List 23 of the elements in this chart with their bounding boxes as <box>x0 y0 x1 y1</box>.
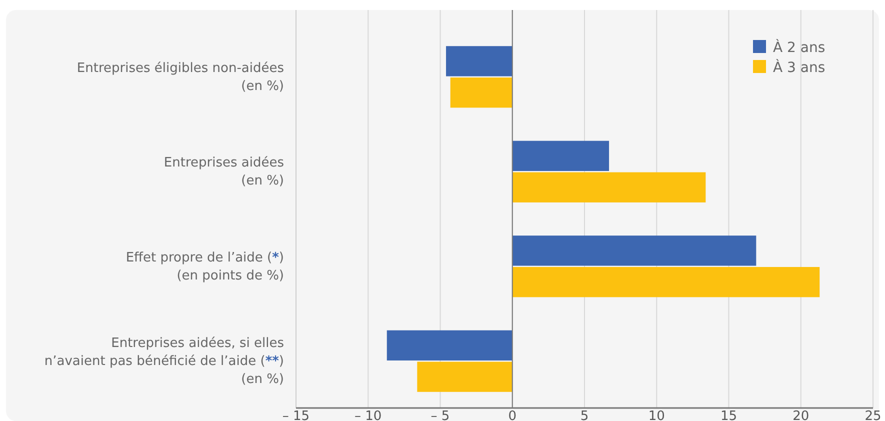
x-tick-label: 10 <box>648 409 665 421</box>
bar <box>512 172 706 202</box>
y-tick-label: Entreprises éligibles non-aidées (en %) <box>76 60 284 94</box>
bar <box>512 236 756 266</box>
legend-label: À 3 ans <box>773 59 826 76</box>
x-tick-label: – 5 <box>430 409 450 421</box>
x-tick-label: 15 <box>720 409 738 421</box>
x-tick-label: 0 <box>508 409 517 421</box>
bar <box>512 266 820 298</box>
bar <box>386 330 512 360</box>
bar <box>512 140 610 172</box>
y-tick-label: Entreprises aidées (en %) <box>164 156 284 189</box>
x-tick-label: – 15 <box>282 409 310 421</box>
x-tick-label: 25 <box>864 409 882 421</box>
x-tick-label: 5 <box>580 409 589 421</box>
bar <box>446 46 512 76</box>
x-tick-label: – 10 <box>354 409 382 421</box>
bar <box>417 362 512 392</box>
y-tick-label: Entreprises aidées, si elles n’avaient pas bénéficié de l’aide (**) (en %) <box>44 336 284 388</box>
x-tick-label: 20 <box>792 409 810 421</box>
bar <box>450 78 512 108</box>
legend-label: À 2 ans <box>773 39 826 56</box>
y-tick-label: Effet propre de l’aide (*) (en points de %) <box>126 250 284 284</box>
